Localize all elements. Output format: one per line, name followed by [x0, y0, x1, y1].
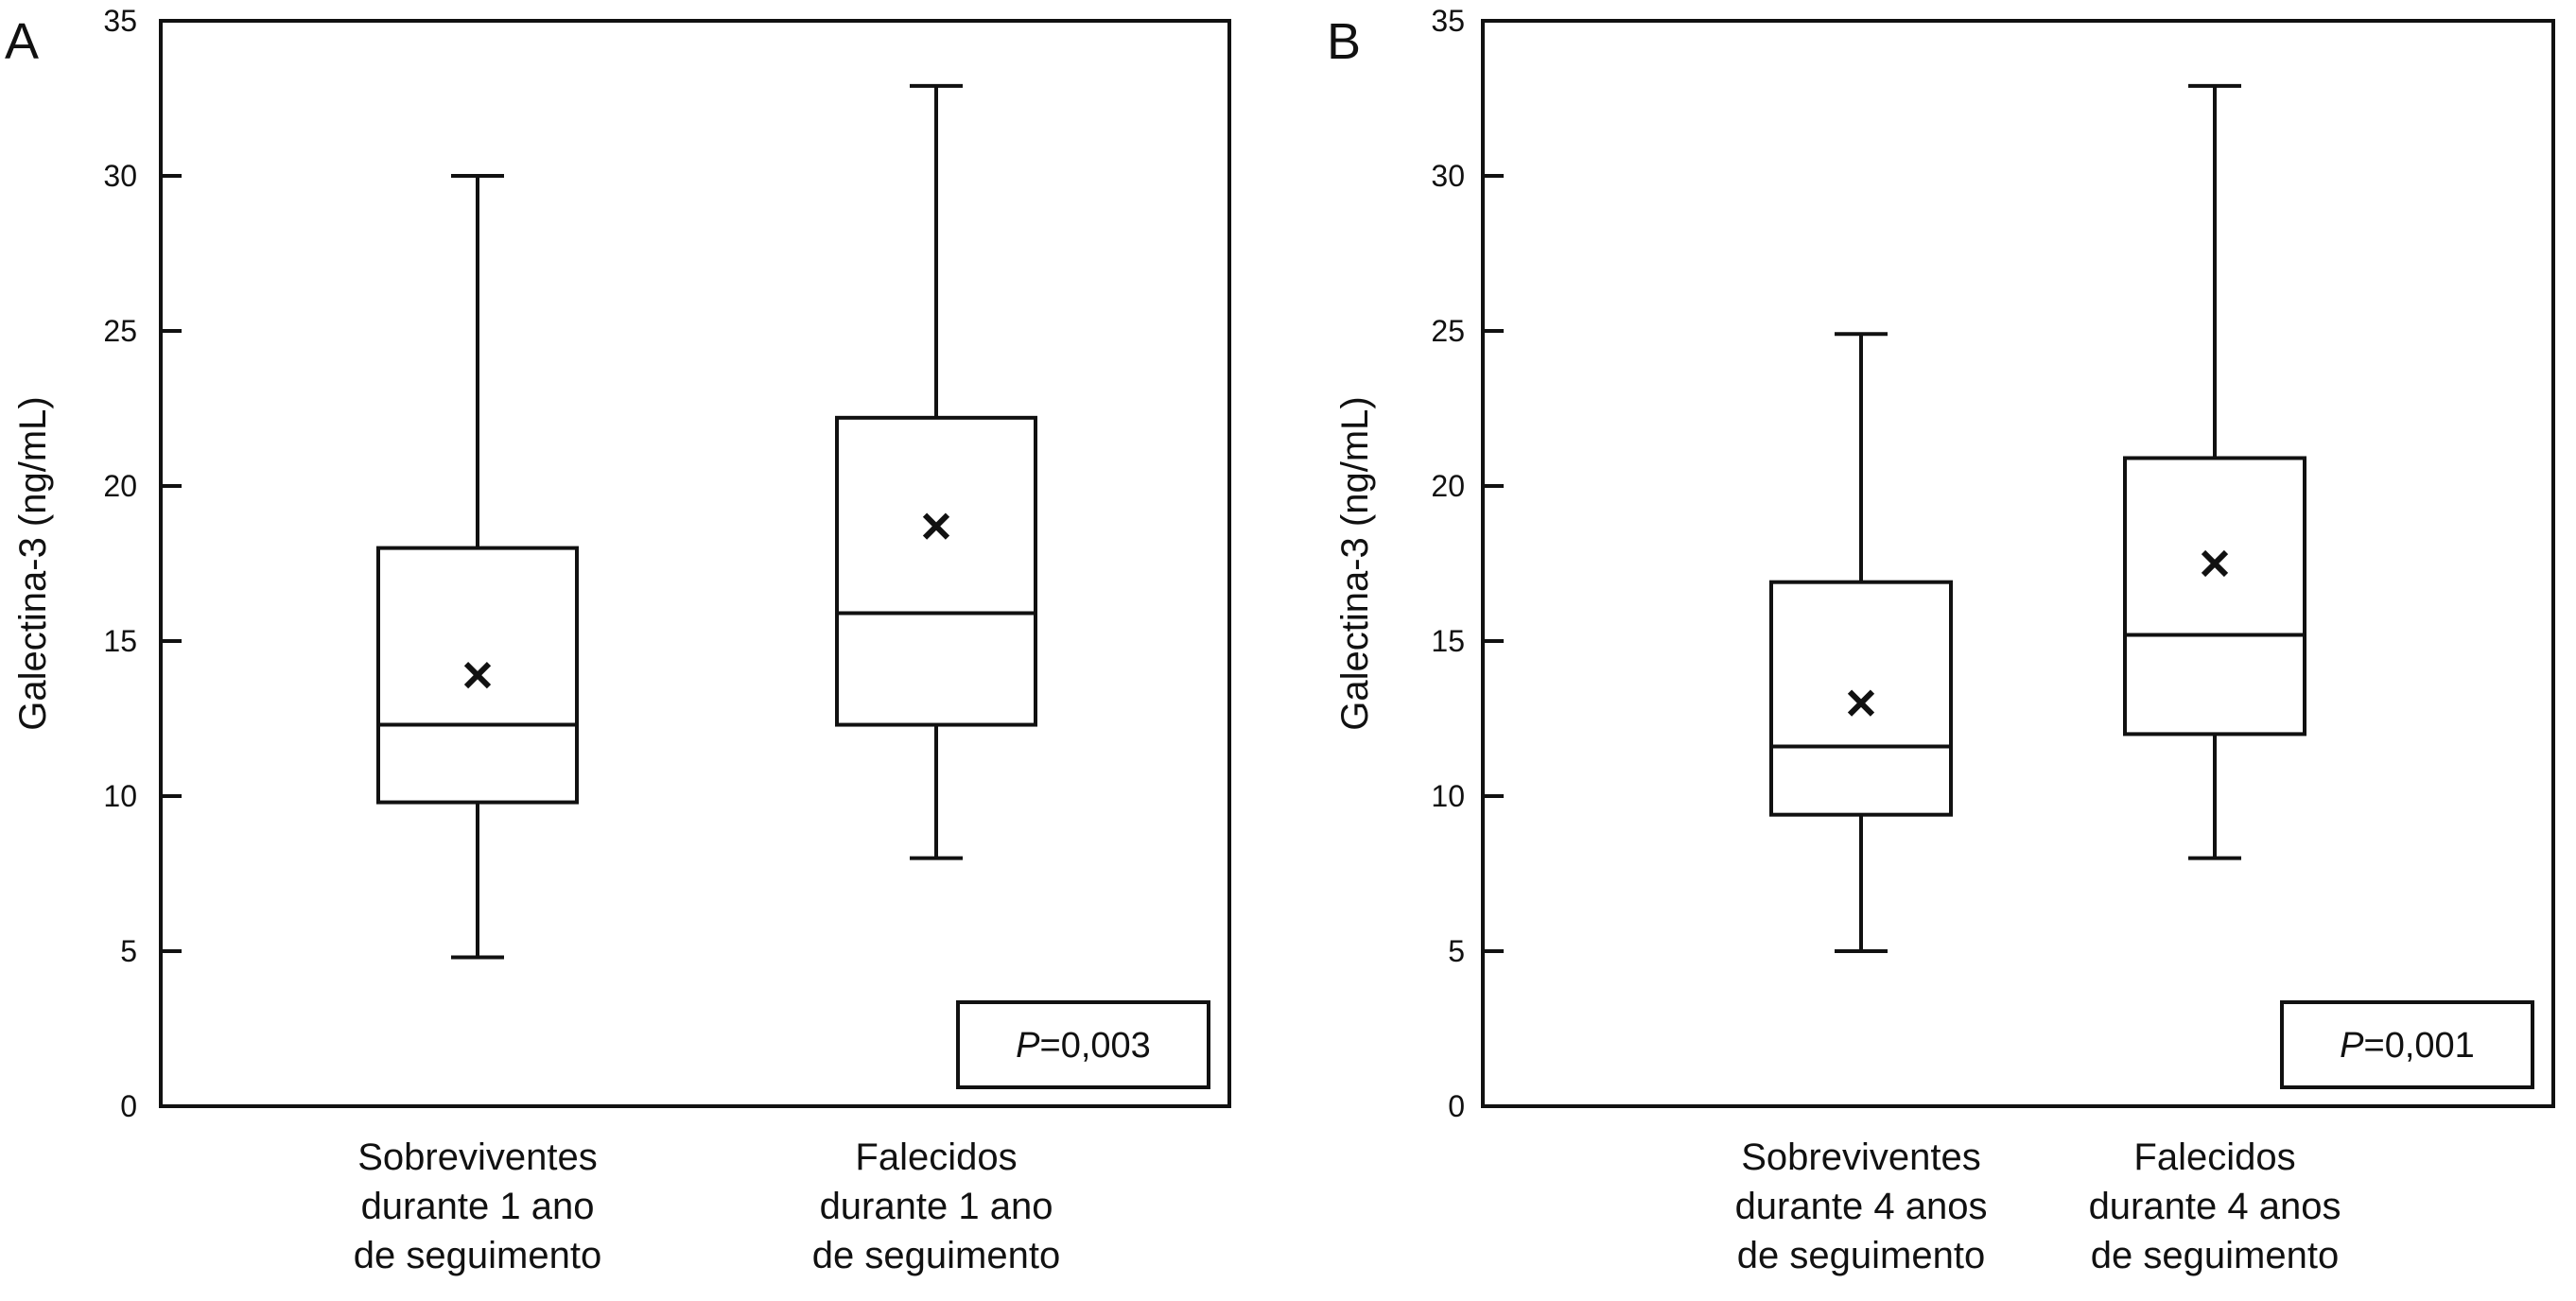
y-tick-label: 30 [1431, 159, 1465, 193]
y-tick-label: 15 [103, 624, 137, 658]
chart-panel-b: B 0 5 10 15 20 25 30 35 Galectina-3 (ng/mL) Sobrev… [1327, 4, 2555, 1276]
panel-label: B [1327, 13, 1361, 70]
panel-label: A [5, 13, 39, 70]
y-tick-label: 20 [103, 469, 137, 503]
category-label: Falecidos [2133, 1136, 2295, 1178]
p-value-label: P=0,003 [1016, 1026, 1151, 1066]
category-label: durante 4 anos [1735, 1186, 1988, 1227]
y-tick-label: 30 [103, 159, 137, 193]
mean-marker [463, 661, 492, 689]
iqr-box [2123, 456, 2306, 737]
y-tick-label: 35 [1431, 4, 1465, 38]
p-value-number: =0,003 [1040, 1026, 1151, 1066]
y-tick-label: 15 [1431, 624, 1465, 658]
y-tick-label: 5 [1448, 934, 1465, 968]
y-tick-label: 10 [1431, 779, 1465, 813]
p-value-symbol: P [2340, 1026, 2364, 1066]
y-tick-label: 20 [1431, 469, 1465, 503]
category-label: de seguimento [354, 1235, 601, 1276]
p-value-number: =0,001 [2364, 1026, 2475, 1066]
y-tick-label: 5 [120, 934, 137, 968]
category-label: Falecidos [855, 1136, 1017, 1178]
mean-marker-stroke [1847, 689, 1875, 717]
category-label: de seguimento [1737, 1235, 1985, 1276]
box-1 [376, 174, 579, 960]
category-label: durante 1 ano [361, 1186, 595, 1227]
y-tick-label: 10 [103, 779, 137, 813]
p-value-box [2280, 1000, 2534, 1089]
box-1 [1769, 332, 1953, 953]
mean-marker-stroke [922, 512, 950, 540]
mean-marker-stroke [2201, 549, 2229, 578]
iqr-box [1769, 580, 1953, 817]
p-value-label: P=0,001 [2340, 1026, 2475, 1066]
plot-frame [159, 19, 1231, 1108]
category-label: Sobreviventes [357, 1136, 597, 1178]
category-label: durante 4 anos [2089, 1186, 2341, 1227]
plot-frame [1481, 19, 2555, 1108]
category-label: de seguimento [812, 1235, 1060, 1276]
y-tick-label: 35 [103, 4, 137, 38]
mean-marker [1847, 689, 1875, 717]
y-axis-label: Galectina-3 (ng/mL) [12, 396, 54, 730]
mean-marker [922, 512, 950, 540]
category-label: Sobreviventes [1741, 1136, 1980, 1178]
mean-marker-stroke [463, 661, 492, 689]
category-label: durante 1 ano [820, 1186, 1053, 1227]
mean-marker [2201, 549, 2229, 578]
chart-panel-a: A 0 5 10 15 20 25 30 35 Galectina-3 (ng/mL) Sobrev… [5, 4, 1231, 1276]
p-value-box [956, 1000, 1210, 1089]
y-tick-label: 25 [103, 314, 137, 348]
box-2 [2123, 83, 2306, 860]
p-value-symbol: P [1016, 1026, 1040, 1066]
box-2 [835, 83, 1037, 860]
category-label: de seguimento [2091, 1235, 2339, 1276]
y-axis-label: Galectina-3 (ng/mL) [1334, 396, 1376, 730]
y-tick-label: 0 [1448, 1089, 1465, 1123]
y-tick-label: 0 [120, 1089, 137, 1123]
y-tick-label: 25 [1431, 314, 1465, 348]
iqr-box [835, 415, 1037, 727]
